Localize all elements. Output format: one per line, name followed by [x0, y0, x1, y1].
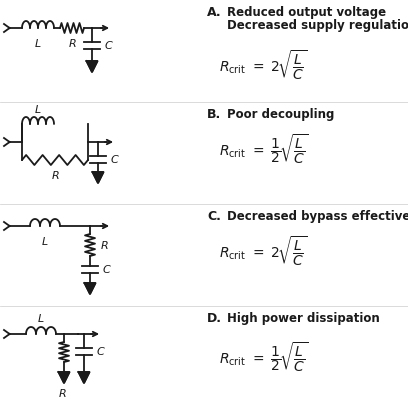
Text: D.: D. [207, 312, 222, 325]
Text: $L$: $L$ [34, 37, 42, 49]
Text: C.: C. [207, 210, 221, 223]
Text: $C$: $C$ [104, 39, 114, 51]
Text: $C$: $C$ [96, 345, 106, 357]
Text: $R_{\mathrm{crit}}\ =\ \dfrac{1}{2}\!\sqrt{\dfrac{L}{C}}$: $R_{\mathrm{crit}}\ =\ \dfrac{1}{2}\!\sq… [219, 340, 309, 373]
Text: Poor decoupling: Poor decoupling [227, 108, 335, 121]
Text: $L$: $L$ [41, 235, 49, 247]
Text: $L$: $L$ [37, 312, 45, 324]
Text: $R$: $R$ [100, 239, 109, 251]
Polygon shape [86, 61, 98, 72]
Text: High power dissipation: High power dissipation [227, 312, 380, 325]
Text: A.: A. [207, 6, 222, 19]
Text: $R_{\mathrm{crit}}\ =\ 2\!\sqrt{\dfrac{L}{C}}$: $R_{\mathrm{crit}}\ =\ 2\!\sqrt{\dfrac{L… [219, 234, 307, 267]
Text: $R$: $R$ [68, 37, 76, 49]
Text: B.: B. [207, 108, 221, 121]
Text: $R_{\mathrm{crit}}\ =\ 2\!\sqrt{\dfrac{L}{C}}$: $R_{\mathrm{crit}}\ =\ 2\!\sqrt{\dfrac{L… [219, 48, 307, 81]
Polygon shape [58, 372, 69, 383]
Text: $C$: $C$ [110, 153, 120, 165]
Text: $C$: $C$ [102, 263, 112, 275]
Polygon shape [84, 283, 95, 294]
Text: $L$: $L$ [34, 103, 42, 115]
Polygon shape [93, 172, 104, 183]
Text: Decreased bypass effectiveness: Decreased bypass effectiveness [227, 210, 408, 223]
Text: Decreased supply regulation: Decreased supply regulation [227, 19, 408, 32]
Text: Reduced output voltage: Reduced output voltage [227, 6, 386, 19]
Text: $R$: $R$ [51, 169, 59, 181]
Text: $R$: $R$ [58, 387, 67, 399]
Polygon shape [78, 372, 89, 383]
Text: $R_{\mathrm{crit}}\ =\ \dfrac{1}{2}\!\sqrt{\dfrac{L}{C}}$: $R_{\mathrm{crit}}\ =\ \dfrac{1}{2}\!\sq… [219, 132, 309, 166]
